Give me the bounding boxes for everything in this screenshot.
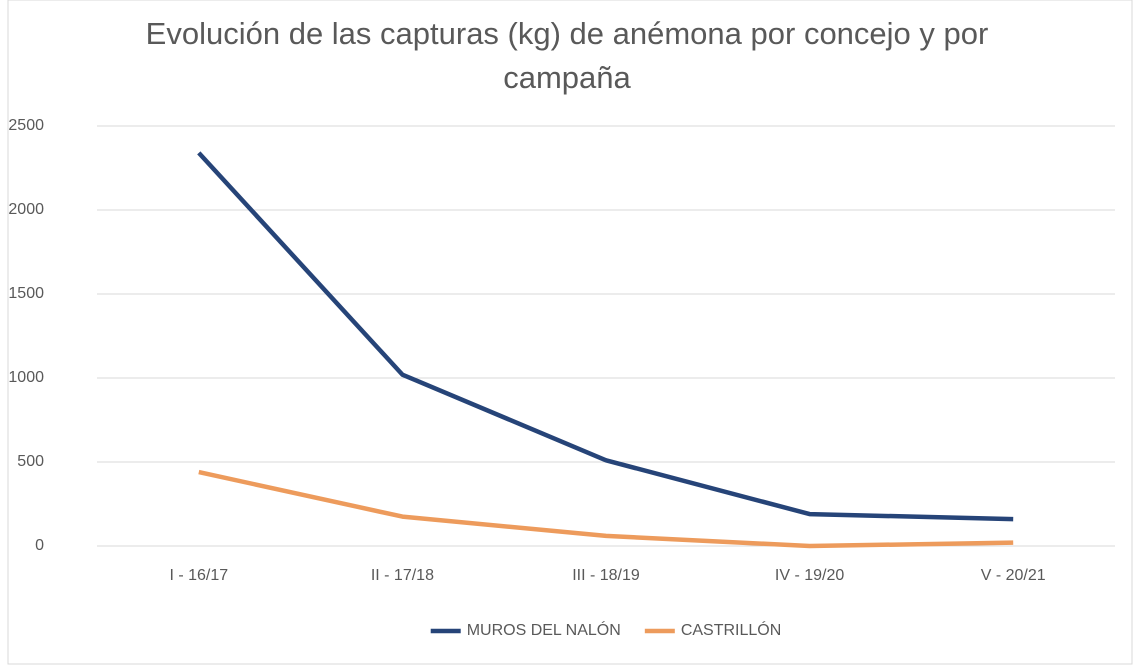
series-line: [197, 151, 1014, 522]
x-tick-label: V - 20/21: [981, 567, 1046, 584]
x-tick-label: IV - 19/20: [775, 567, 844, 584]
chart-title: Evolución de las capturas (kg) de anémon…: [145, 16, 989, 95]
legend-label: CASTRILLÓN: [681, 620, 781, 639]
x-tick-label: II - 17/18: [371, 567, 434, 584]
y-tick-label: 1000: [8, 369, 44, 386]
y-tick-label: 0: [35, 537, 44, 554]
x-tick-label: I - 16/17: [169, 567, 228, 584]
y-tick-label: 500: [17, 453, 44, 470]
y-tick-label: 2000: [8, 201, 44, 218]
x-tick-label: III - 18/19: [572, 567, 640, 584]
y-tick-label: 2500: [8, 117, 44, 134]
legend-label: MUROS DEL NALÓN: [467, 620, 621, 639]
series-line: [198, 469, 1014, 549]
chart-border: [7, 0, 1133, 665]
y-tick-label: 1500: [8, 285, 44, 302]
